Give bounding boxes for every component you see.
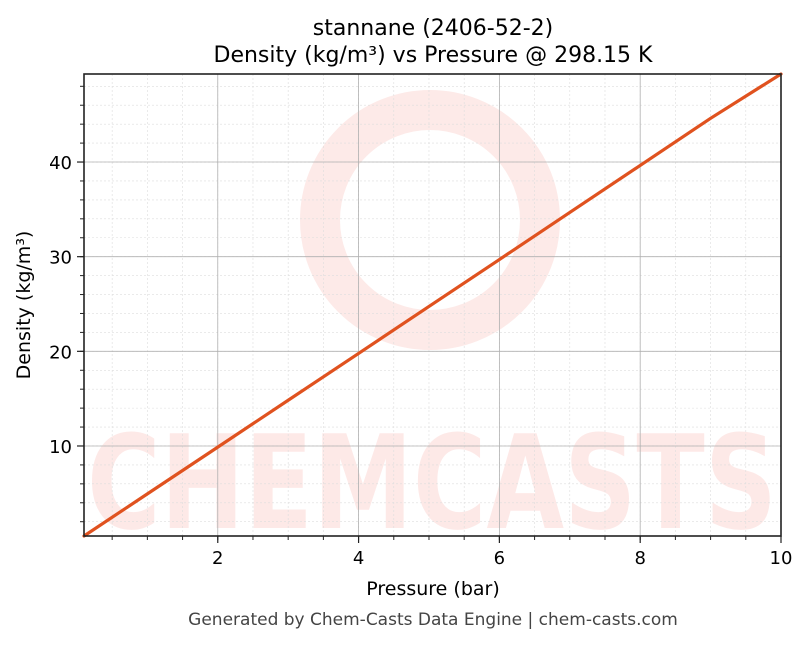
watermark-logo <box>300 90 560 350</box>
y-tick-label: 20 <box>49 342 72 363</box>
footer-credit: Generated by Chem-Casts Data Engine | ch… <box>188 610 678 630</box>
y-axis-label: Density (kg/m³) <box>13 231 35 380</box>
y-tick-label: 10 <box>49 437 72 458</box>
chemcasts-watermark: CHEMCASTS <box>87 90 777 559</box>
x-tick-label: 6 <box>494 548 505 569</box>
x-tick-label: 4 <box>353 548 364 569</box>
y-tick-label: 30 <box>49 248 72 269</box>
x-tick-label: 10 <box>770 548 793 569</box>
watermark-text: CHEMCASTS <box>87 407 777 559</box>
x-tick-label: 8 <box>634 548 645 569</box>
chart-title: stannane (2406-52-2) <box>313 16 553 41</box>
x-tick-label: 2 <box>212 548 223 569</box>
plot-frame <box>83 73 782 537</box>
density-series-line <box>82 72 783 538</box>
x-axis-label: Pressure (bar) <box>366 578 500 600</box>
chart-subtitle: Density (kg/m³) vs Pressure @ 298.15 K <box>214 43 654 68</box>
y-tick-label: 40 <box>49 153 72 174</box>
